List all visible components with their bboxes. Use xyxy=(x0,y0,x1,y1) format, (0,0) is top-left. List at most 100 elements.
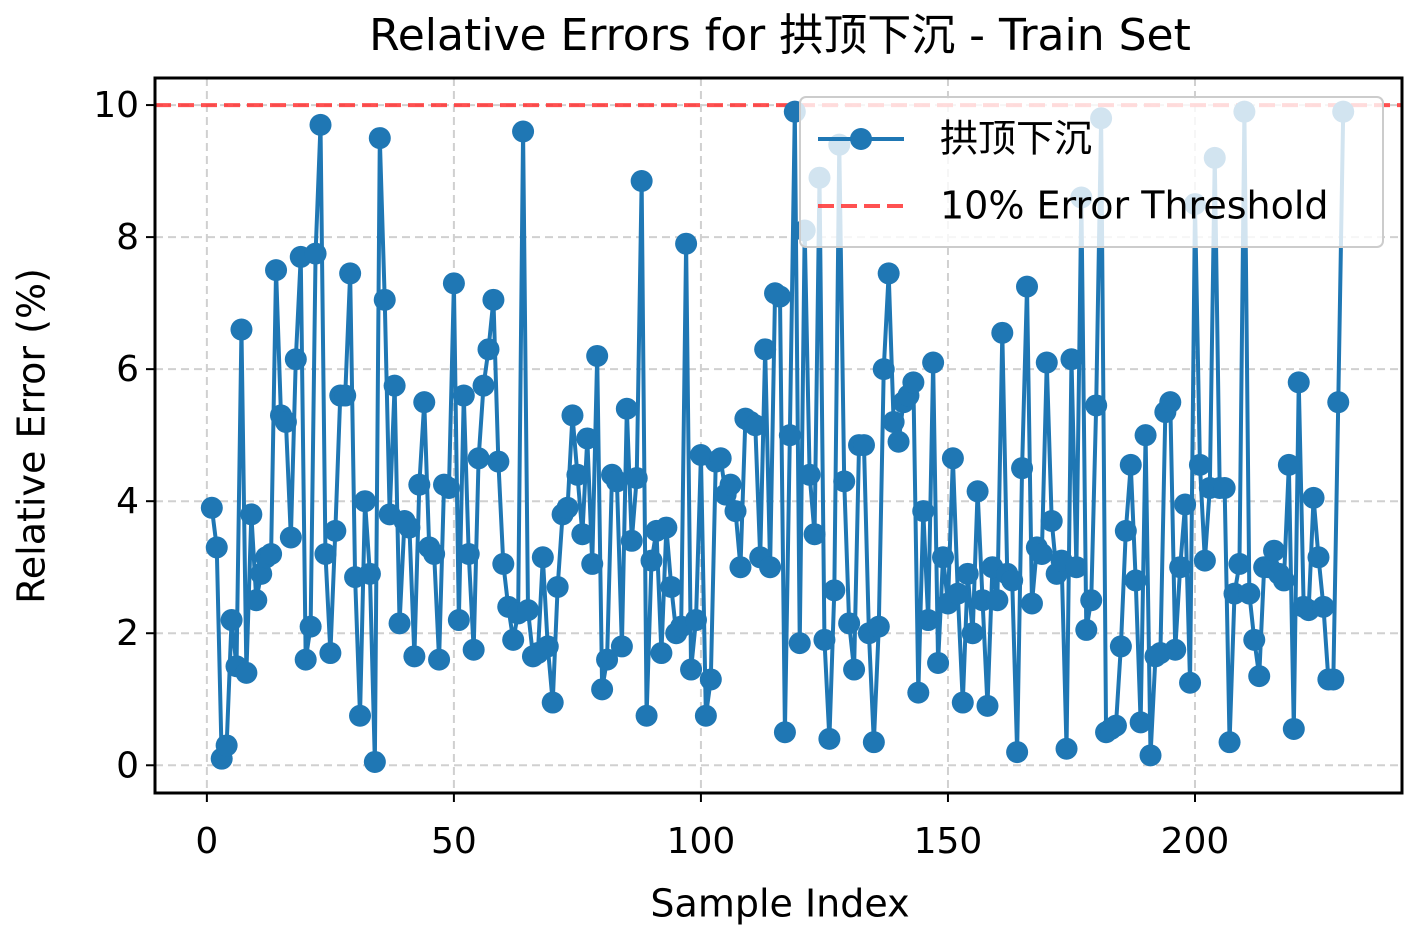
data-point xyxy=(635,704,658,727)
data-point xyxy=(205,536,228,559)
data-point xyxy=(1213,476,1236,499)
plot-area xyxy=(155,100,1402,773)
data-point xyxy=(907,681,930,704)
data-point xyxy=(813,628,836,651)
data-point xyxy=(1164,638,1187,661)
data-point xyxy=(576,427,599,450)
data-point xyxy=(630,169,653,192)
data-point xyxy=(773,721,796,744)
data-point xyxy=(541,691,564,714)
data-point xyxy=(1248,665,1271,688)
data-point xyxy=(408,473,431,496)
data-point xyxy=(912,500,935,523)
data-point xyxy=(230,318,253,341)
data-point xyxy=(265,259,288,282)
data-point xyxy=(482,288,505,311)
x-tick-label: 200 xyxy=(1161,821,1230,862)
data-point xyxy=(803,523,826,546)
data-point xyxy=(917,609,940,632)
data-point xyxy=(605,470,628,493)
data-point xyxy=(1159,391,1182,414)
data-point xyxy=(1109,635,1132,658)
data-point xyxy=(403,645,426,668)
data-point xyxy=(1243,628,1266,651)
data-point xyxy=(1124,569,1147,592)
y-tick-label: 10 xyxy=(93,85,139,126)
data-point xyxy=(1188,453,1211,476)
data-point xyxy=(941,447,964,470)
x-axis-label: Sample Index xyxy=(650,882,909,926)
data-point xyxy=(363,750,386,773)
data-point xyxy=(235,661,258,684)
data-point xyxy=(675,232,698,255)
data-point xyxy=(1085,394,1108,417)
data-point xyxy=(220,609,243,632)
data-point xyxy=(1104,714,1127,737)
data-point xyxy=(966,480,989,503)
data-point xyxy=(1030,543,1053,566)
data-point xyxy=(1228,552,1251,575)
data-point xyxy=(477,338,500,361)
data-point xyxy=(778,424,801,447)
data-point xyxy=(951,691,974,714)
y-axis-label: Relative Error (%) xyxy=(10,268,54,604)
data-point xyxy=(571,523,594,546)
data-point xyxy=(1302,486,1325,509)
data-point xyxy=(818,727,841,750)
data-point xyxy=(932,546,955,569)
data-point xyxy=(961,622,984,645)
y-tick-label: 2 xyxy=(116,613,139,654)
data-point xyxy=(1327,391,1350,414)
x-tick-label: 150 xyxy=(914,821,983,862)
data-point xyxy=(586,344,609,367)
data-point xyxy=(694,704,717,727)
data-point xyxy=(1193,549,1216,572)
data-point xyxy=(299,615,322,638)
data-point xyxy=(1287,371,1310,394)
data-point xyxy=(245,589,268,612)
data-point xyxy=(1134,424,1157,447)
data-point xyxy=(260,543,283,566)
data-point xyxy=(1307,546,1330,569)
data-point xyxy=(1139,744,1162,767)
data-point xyxy=(1060,348,1083,371)
data-point xyxy=(591,678,614,701)
data-point xyxy=(1020,592,1043,615)
data-point xyxy=(887,430,910,453)
data-point xyxy=(472,374,495,397)
data-point xyxy=(279,526,302,549)
data-point xyxy=(358,562,381,585)
data-point xyxy=(922,351,945,374)
data-point xyxy=(1322,668,1345,691)
data-point xyxy=(1040,509,1063,532)
data-point xyxy=(492,552,515,575)
y-tick-label: 6 xyxy=(116,349,139,390)
data-point xyxy=(650,642,673,665)
data-point xyxy=(699,668,722,691)
data-point xyxy=(1312,595,1335,618)
data-point xyxy=(437,476,460,499)
data-point xyxy=(373,288,396,311)
data-point xyxy=(660,576,683,599)
data-point xyxy=(872,358,895,381)
data-point xyxy=(512,120,535,143)
data-point xyxy=(719,473,742,496)
data-point xyxy=(956,562,979,585)
data-point xyxy=(1263,539,1286,562)
x-tick-label: 0 xyxy=(195,821,218,862)
legend-label: 拱顶下沉 xyxy=(940,117,1092,161)
data-point xyxy=(294,648,317,671)
data-point xyxy=(487,450,510,473)
data-point xyxy=(561,404,584,427)
data-point xyxy=(709,447,732,470)
data-point xyxy=(556,496,579,519)
data-point xyxy=(215,734,238,757)
data-point xyxy=(1006,741,1029,764)
data-point xyxy=(502,628,525,651)
data-point xyxy=(788,632,811,655)
data-point xyxy=(447,609,470,632)
data-point xyxy=(274,410,297,433)
data-point xyxy=(991,321,1014,344)
legend-marker xyxy=(850,128,872,150)
data-point xyxy=(625,467,648,490)
